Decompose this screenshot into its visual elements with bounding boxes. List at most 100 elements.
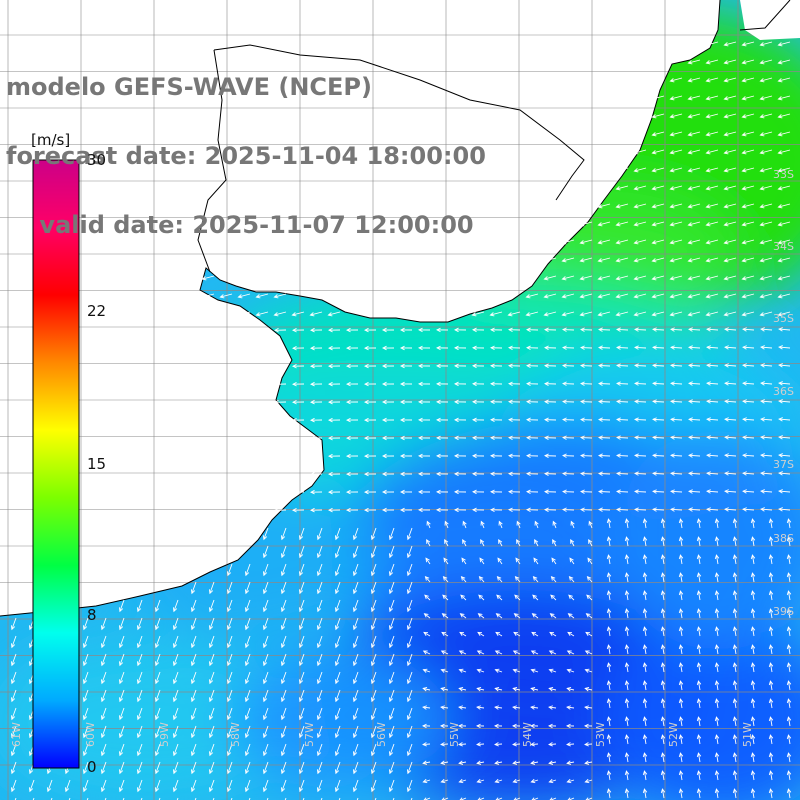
wind-arrow [388, 635, 395, 649]
wind-arrow [544, 381, 557, 386]
wind-arrow [732, 734, 738, 745]
wind-arrow [512, 778, 521, 784]
wind-arrow [687, 239, 701, 245]
wind-arrow [759, 59, 773, 65]
wind-arrow [549, 797, 557, 800]
wind-arrow [786, 698, 792, 709]
wind-arrow [208, 635, 215, 649]
wind-arrow [777, 311, 791, 317]
wind-arrow [732, 788, 738, 799]
wind-arrow [262, 689, 269, 703]
wind-arrow [100, 635, 107, 649]
wind-arrow [706, 435, 719, 440]
wind-arrow [732, 626, 738, 637]
wind-arrow [624, 554, 630, 565]
wind-arrow [478, 594, 485, 601]
wind-arrow [624, 590, 630, 601]
wind-arrow [82, 761, 89, 775]
wind-arrow [425, 557, 431, 565]
wind-arrow [660, 518, 666, 529]
wind-arrow [346, 363, 359, 369]
wind-arrow [714, 644, 720, 655]
wind-arrow [660, 770, 666, 781]
wind-arrow [459, 631, 467, 637]
wind-arrow [388, 779, 395, 793]
wind-arrow [705, 311, 719, 317]
wind-arrow [382, 417, 395, 423]
wind-arrow [370, 779, 377, 793]
wind-arrow [208, 671, 215, 685]
wind-arrow [723, 257, 737, 263]
wind-arrow [534, 520, 539, 529]
wind-arrow [723, 293, 737, 299]
wind-arrow [530, 778, 539, 784]
wind-arrow [10, 671, 17, 685]
wind-arrow [495, 797, 503, 800]
wind-arrow [422, 742, 431, 747]
wind-arrow [418, 507, 431, 513]
wind-arrow [742, 399, 755, 404]
lon-label: 60W [84, 722, 97, 747]
wind-arrow [388, 617, 395, 631]
wind-arrow [100, 725, 107, 739]
wind-arrow [548, 742, 557, 747]
wind-arrow [732, 554, 738, 565]
wind-arrow [786, 572, 792, 583]
wind-arrow [580, 363, 593, 368]
wind-arrow [586, 594, 593, 601]
wind-arrow [777, 77, 791, 83]
wind-arrow [118, 617, 125, 631]
colorbar [32, 159, 80, 769]
wind-arrow [651, 293, 665, 299]
wind-arrow [634, 399, 647, 404]
wind-arrow [436, 399, 449, 405]
wind-arrow [400, 417, 413, 423]
wind-arrow [244, 635, 251, 649]
wind-arrow [723, 41, 737, 47]
wind-arrow [244, 617, 251, 631]
valid-date: valid date: 2025-11-07 12:00:00 [6, 211, 474, 239]
wind-arrow [274, 507, 287, 513]
wind-arrow [136, 761, 143, 775]
wind-arrow [786, 716, 792, 727]
wind-arrow [642, 662, 648, 673]
wind-arrow [10, 635, 17, 649]
wind-arrow [118, 599, 125, 613]
wind-arrow [82, 689, 89, 703]
wind-arrow [651, 167, 665, 173]
wind-arrow [642, 590, 648, 601]
wind-arrow [566, 742, 575, 747]
wind-arrow [616, 507, 629, 512]
wind-arrow [400, 327, 413, 333]
wind-arrow [660, 680, 666, 691]
wind-arrow [670, 471, 683, 476]
wind-arrow [687, 95, 701, 101]
wind-arrow [316, 761, 323, 775]
wind-arrow [660, 698, 666, 709]
wind-arrow [688, 381, 701, 386]
wind-arrow [634, 417, 647, 422]
wind-arrow [741, 149, 755, 155]
wind-arrow [316, 581, 323, 595]
wind-arrow [777, 167, 791, 173]
wind-arrow [10, 653, 17, 667]
wind-arrow [476, 760, 485, 765]
wind-arrow [633, 203, 647, 209]
wind-arrow [400, 435, 413, 441]
wind-arrow [597, 293, 611, 299]
wind-arrow [616, 417, 629, 422]
wind-arrow [370, 707, 377, 721]
wind-arrow [316, 599, 323, 613]
wind-arrow [480, 538, 485, 547]
wind-arrow [633, 185, 647, 191]
wind-arrow [526, 399, 539, 404]
wind-arrow [768, 536, 774, 547]
wind-arrow [660, 734, 666, 745]
wind-arrow [436, 435, 449, 441]
wind-arrow [606, 572, 612, 583]
wind-arrow [172, 761, 179, 775]
wind-arrow [687, 149, 701, 155]
wind-arrow [328, 381, 341, 387]
wind-arrow [777, 239, 791, 245]
wind-arrow [172, 635, 179, 649]
